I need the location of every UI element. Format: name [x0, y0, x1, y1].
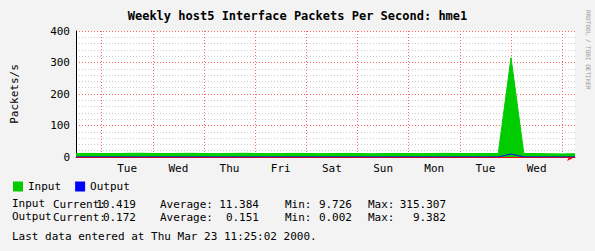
svg-text:Average:: Average: — [160, 198, 213, 211]
svg-text:Last data entered at Thu Mar 2: Last data entered at Thu Mar 23 11:25:02… — [12, 230, 317, 243]
svg-text:Tue: Tue — [117, 162, 137, 175]
svg-text:Sun: Sun — [373, 162, 393, 175]
svg-text:Packets/s: Packets/s — [8, 64, 21, 124]
svg-text:Wed: Wed — [168, 162, 188, 175]
svg-text:400: 400 — [50, 25, 70, 38]
svg-text:Max:: Max: — [368, 198, 395, 211]
svg-text:Input: Input — [28, 180, 61, 193]
svg-text:Min:: Min: — [285, 211, 312, 224]
svg-text:Fri: Fri — [271, 162, 291, 175]
svg-text:200: 200 — [50, 88, 70, 101]
svg-text:RRDTOOL / TOBI OETIKER: RRDTOOL / TOBI OETIKER — [585, 10, 592, 90]
svg-text:Output: Output — [90, 180, 130, 193]
svg-text:Output: Output — [12, 210, 52, 223]
svg-text:0.172: 0.172 — [103, 211, 136, 224]
svg-text:100: 100 — [50, 119, 70, 132]
svg-text:Current:: Current: — [53, 211, 106, 224]
svg-text:Weekly host5 Interface Packets: Weekly host5 Interface Packets Per Secon… — [128, 9, 468, 23]
svg-text:0: 0 — [63, 151, 70, 164]
svg-text:0.151: 0.151 — [226, 211, 259, 224]
svg-text:Tue: Tue — [475, 162, 495, 175]
svg-text:Thu: Thu — [220, 162, 240, 175]
svg-text:9.726: 9.726 — [319, 198, 352, 211]
svg-text:11.384: 11.384 — [219, 198, 259, 211]
svg-text:9.382: 9.382 — [413, 211, 446, 224]
svg-text:Mon: Mon — [424, 162, 444, 175]
svg-text:Min:: Min: — [285, 198, 312, 211]
svg-text:Input: Input — [12, 197, 45, 210]
svg-text:10.419: 10.419 — [96, 198, 136, 211]
svg-text:300: 300 — [50, 56, 70, 69]
svg-text:Max:: Max: — [368, 211, 395, 224]
svg-text:Average:: Average: — [160, 211, 213, 224]
svg-text:Current:: Current: — [53, 197, 106, 211]
svg-text:315.307: 315.307 — [400, 198, 446, 211]
svg-text:Wed: Wed — [527, 162, 547, 175]
svg-text:Sat: Sat — [322, 162, 342, 175]
svg-text:0.002: 0.002 — [319, 211, 352, 224]
